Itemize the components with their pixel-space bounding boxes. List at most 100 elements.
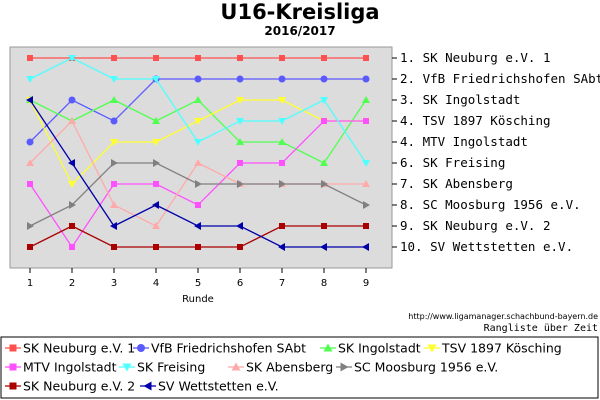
data-point [153,181,159,187]
x-tick-label: 7 [279,278,285,289]
legend-item: SK Freising [119,360,205,375]
data-point [237,55,243,61]
data-point [279,180,286,188]
data-point [27,55,33,61]
data-point [236,222,243,230]
chart-subtitle: 2016/2017 [264,24,335,38]
data-point [110,139,118,146]
x-tick-label: 3 [111,278,117,289]
data-point [194,118,202,125]
data-point [363,118,369,124]
data-point [363,223,369,229]
rank-label: 1. SK Neuburg e.V. 1 [400,50,551,65]
legend-item: SK Ingolstadt [320,341,421,356]
series-sc-moosburg-1956-e-v- [27,159,370,230]
data-point [194,139,202,146]
chart-title: U16-Kreisliga [220,0,379,24]
legend-item: MTV Ingolstadt [5,360,117,375]
data-point [111,181,117,187]
data-point [320,97,328,104]
data-point [194,96,202,103]
x-tick-label: 8 [321,278,327,289]
legend-marker [231,362,241,371]
x-tick-label: 5 [195,278,201,289]
data-point [362,160,370,167]
rank-label: 9. SK Neuburg e.V. 2 [400,218,551,233]
data-point [152,201,159,209]
legend-label: SK Ingolstadt [338,341,421,356]
data-point [278,75,286,83]
data-point [278,118,286,125]
legend: SK Neuburg e.V. 1 VfB Friedrichshofen SAb… [5,341,562,394]
data-point [321,118,327,124]
data-point [152,139,160,146]
data-point [363,55,369,61]
rank-label: 10. SV Wettstetten e.V. [400,239,573,254]
data-point [195,202,201,208]
data-point [195,55,201,61]
data-point [152,76,160,83]
data-point [110,117,118,125]
data-point [68,55,76,62]
data-point [27,244,33,250]
data-point [69,223,75,229]
data-point [321,223,327,229]
legend-item: SC Moosburg 1956 e.V. [336,360,498,375]
data-point [237,180,244,188]
data-point [27,181,33,187]
data-point [110,76,118,83]
legend-marker [122,363,132,372]
data-point [236,118,244,125]
legend-marker [9,344,17,352]
data-point [68,117,76,124]
series-layer [26,55,370,251]
x-tick-label: 9 [363,278,369,289]
data-point [236,97,244,104]
x-tick-label: 6 [237,278,243,289]
series-sk-freising [26,55,370,167]
legend-item: SK Abensberg [228,360,333,375]
rank-label: 2. VfB Friedrichshofen SAbt [400,71,600,86]
legend-marker [9,382,17,390]
data-point [27,222,34,230]
legend-label: SK Neuburg e.V. 2 [23,379,135,394]
data-point [69,201,76,209]
rank-label: 8. SC Moosburg 1956 e.V. [400,197,581,212]
data-point [153,244,159,250]
data-point [26,76,34,83]
rank-label: 3. SK Ingolstadt [400,92,520,107]
x-axis: 1 2 3 4 5 6 7 8 9 [27,268,369,289]
data-point [236,138,244,145]
data-point [194,159,202,166]
data-point [110,222,117,230]
legend-marker [143,381,152,391]
data-point [194,75,202,83]
data-point [110,96,118,103]
data-point [68,96,76,104]
data-point [320,243,327,251]
legend-marker [137,344,145,352]
series-vfb-friedrichshofen-sabt [26,75,370,146]
data-point [279,160,285,166]
data-point [278,138,286,145]
data-point [111,55,117,61]
data-point [153,55,159,61]
data-point [236,75,244,83]
data-point [68,181,76,188]
data-point [362,180,370,187]
legend-label: SK Abensberg [246,360,333,375]
data-point [279,55,285,61]
data-point [362,96,370,103]
data-point [26,159,34,166]
data-point [194,222,201,230]
x-tick-label: 2 [69,278,75,289]
legend-label: TSV 1897 Kösching [441,341,562,356]
data-point [195,180,202,188]
data-point [111,159,118,167]
legend-label: SK Freising [137,360,205,375]
data-point [152,222,160,229]
data-point [26,138,34,146]
x-tick-label: 4 [153,278,159,289]
legend-marker [427,344,437,353]
source-url: http://www.ligamanager.schachbund-bayern… [408,312,598,321]
